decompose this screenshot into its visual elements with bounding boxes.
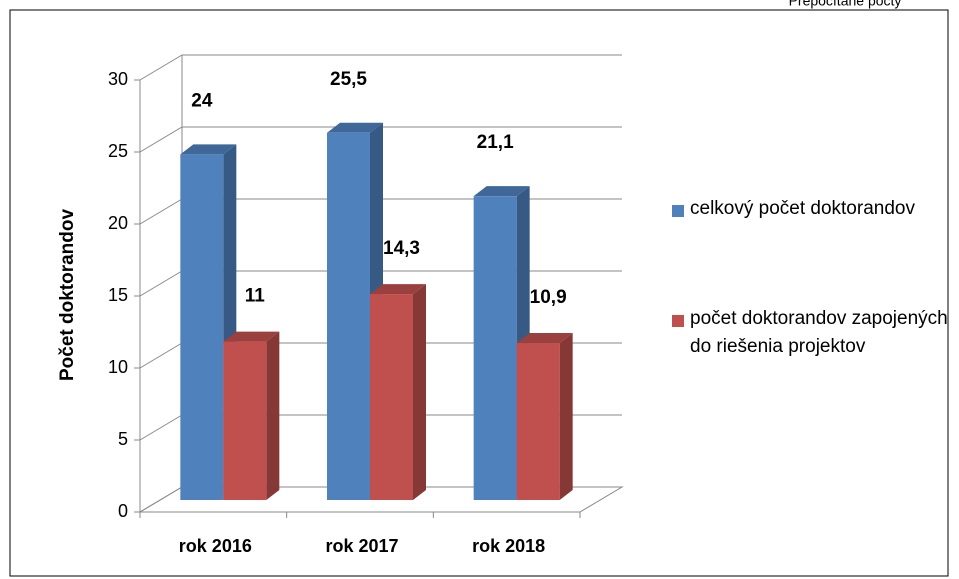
y-tick-label: 30 bbox=[108, 69, 128, 89]
bar bbox=[370, 294, 413, 500]
bar-top bbox=[516, 333, 573, 344]
legend-entry: počet doktorandov zapojených do riešenia… bbox=[690, 308, 948, 357]
bar bbox=[327, 132, 370, 501]
x-tick-label: rok 2016 bbox=[179, 536, 252, 556]
y-tick-label: 10 bbox=[108, 357, 128, 377]
grid-line bbox=[139, 54, 183, 81]
legend-swatch bbox=[672, 205, 684, 217]
bar-side bbox=[413, 284, 426, 500]
bar-top bbox=[473, 186, 530, 197]
bar-top bbox=[223, 331, 280, 342]
bar-top bbox=[370, 284, 426, 295]
bar bbox=[223, 341, 267, 500]
bar bbox=[180, 154, 224, 500]
grid-line bbox=[139, 126, 183, 153]
grid-line bbox=[139, 198, 183, 225]
data-label: 21,1 bbox=[477, 132, 514, 153]
y-tick-label: 25 bbox=[108, 141, 128, 161]
legend-swatch bbox=[672, 315, 684, 327]
bar-top bbox=[327, 122, 383, 133]
grid-line bbox=[139, 414, 183, 441]
bar-side bbox=[559, 333, 573, 500]
x-tick-label: rok 2017 bbox=[325, 536, 398, 556]
y-tick-label: 0 bbox=[118, 501, 128, 521]
data-label: 24 bbox=[191, 90, 213, 111]
grid-line bbox=[139, 342, 183, 369]
bar-side bbox=[266, 331, 280, 500]
y-tick-label: 20 bbox=[108, 213, 128, 233]
legend-entry: celkový počet doktorandov bbox=[690, 198, 915, 219]
bar-top bbox=[180, 144, 237, 155]
data-label: 14,3 bbox=[383, 238, 420, 259]
data-label: 25,5 bbox=[330, 69, 367, 90]
chart-title: Prepočítané počty bbox=[789, 0, 902, 9]
grid-line bbox=[139, 486, 183, 513]
y-tick-label: 5 bbox=[118, 429, 128, 449]
x-tick-label: rok 2018 bbox=[472, 536, 545, 556]
y-tick-label: 15 bbox=[108, 285, 128, 305]
bar bbox=[473, 196, 517, 500]
y-axis-label: Počet doktorandov bbox=[57, 209, 78, 382]
bar bbox=[516, 343, 560, 500]
data-label: 11 bbox=[245, 286, 266, 307]
data-label: 10,9 bbox=[530, 287, 567, 308]
grid-line bbox=[139, 270, 183, 297]
